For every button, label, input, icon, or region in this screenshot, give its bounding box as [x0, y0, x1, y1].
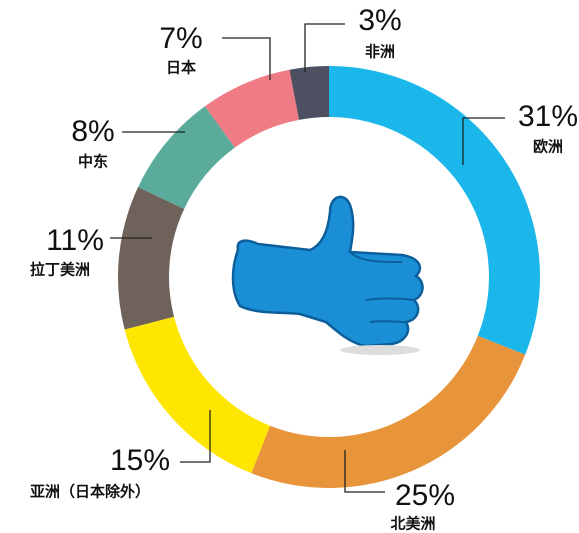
donut-segment [118, 187, 184, 329]
category-label: 亚洲（日本除外） [30, 483, 150, 501]
value-label: 15% [110, 444, 170, 477]
value-label: 11% [46, 224, 104, 257]
category-label: 拉丁美洲 [30, 261, 90, 279]
value-label: 3% [358, 4, 401, 37]
thumbs-up-icon [233, 197, 423, 355]
donut-segment [251, 336, 525, 488]
value-label: 31% [518, 100, 578, 133]
leader-line [222, 38, 270, 80]
category-label: 非洲 [365, 43, 395, 61]
chart: 31% 欧洲 25% 北美洲 15% 亚洲（日本除外） 11% 拉丁美洲 8% 中东 7% 日本 3% 非… [0, 0, 579, 533]
category-label: 欧洲 [533, 138, 563, 156]
value-label: 7% [159, 22, 202, 55]
value-label: 25% [395, 479, 455, 512]
category-label: 日本 [166, 59, 196, 77]
value-label: 8% [71, 115, 114, 148]
leader-line [305, 24, 345, 72]
category-label: 中东 [78, 153, 108, 171]
category-label: 北美洲 [390, 515, 435, 533]
